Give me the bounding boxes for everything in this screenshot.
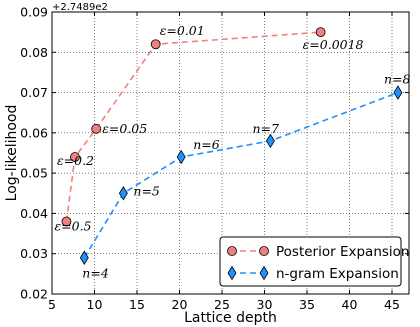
x-tick-label: 15	[129, 297, 145, 312]
x-tick-label: 10	[87, 297, 103, 312]
legend-label: Posterior Expansion	[276, 244, 409, 260]
point-annotation: n=8	[384, 72, 411, 87]
series-ngram-expansion: n=4 n=5 n=6 n=7 n=8	[79, 72, 411, 281]
y-tick-label: 0.07	[20, 85, 48, 100]
x-tick-label: 30	[257, 297, 273, 312]
y-tick-label: 0.06	[20, 125, 48, 140]
point-annotation: ε=0.5	[54, 218, 91, 233]
data-point	[393, 85, 403, 100]
legend: Posterior Expansion n-gram Expansion	[219, 236, 409, 287]
point-annotation: ε=0.01	[160, 23, 205, 38]
ticks: 5 10 15 20 25 30 35 40 45 0.02 0.03 0.04 0.05 0.06 0.0…	[20, 5, 409, 312]
data-point	[91, 123, 102, 134]
legend-marker	[259, 246, 269, 256]
x-tick-label: 5	[48, 297, 56, 312]
data-point	[79, 250, 89, 266]
legend-label: n-gram Expansion	[276, 266, 399, 282]
legend-marker	[227, 246, 237, 256]
y-offset-label: +2.7489e2	[52, 2, 108, 13]
point-annotation: n=7	[252, 121, 279, 136]
point-annotation: ε=0.0018	[303, 37, 364, 52]
data-point	[118, 186, 128, 201]
series-line	[83, 91, 399, 259]
series-layer: ε=0.5ε=0.2ε=0.05ε=0.01ε=0.0018n=4n=5n=6n…	[54, 23, 410, 281]
plot-frame	[51, 11, 410, 295]
data-point	[315, 27, 326, 38]
y-tick-label: 0.08	[20, 45, 48, 60]
x-tick-label: 35	[299, 297, 315, 312]
legend-entry-ngram-expansion: n-gram Expansion	[227, 265, 399, 282]
y-axis-label: Log-likelihood	[4, 105, 20, 202]
point-annotation: n=6	[193, 137, 220, 152]
point-annotation: ε=0.2	[57, 153, 94, 168]
data-point	[150, 39, 161, 50]
y-tick-label: 0.04	[20, 206, 48, 221]
x-tick-label: 25	[214, 297, 230, 312]
y-tick-label: 0.02	[20, 287, 48, 302]
y-tick-label: 0.09	[20, 5, 48, 20]
legend-marker	[259, 265, 269, 281]
data-point	[176, 149, 186, 165]
data-point	[70, 152, 80, 162]
legend-marker	[227, 265, 237, 281]
x-tick-label: 20	[172, 297, 188, 312]
y-tick-label: 0.03	[20, 246, 48, 261]
point-annotation: n=4	[82, 266, 109, 281]
x-tick-label: 45	[384, 297, 400, 312]
data-point	[265, 133, 275, 149]
point-annotation: n=5	[133, 183, 160, 198]
series-posterior-expansion: ε=0.5 ε=0.2 ε=0.05 ε=0.01 ε=0.0018	[54, 23, 363, 233]
y-tick-label: 0.05	[20, 166, 48, 181]
x-tick-label: 40	[342, 297, 358, 312]
x-axis-label: Lattice depth	[184, 310, 277, 326]
point-annotation: ε=0.05	[102, 121, 147, 136]
legend-entry-posterior-expansion: Posterior Expansion	[227, 244, 409, 260]
data-point	[61, 216, 72, 227]
